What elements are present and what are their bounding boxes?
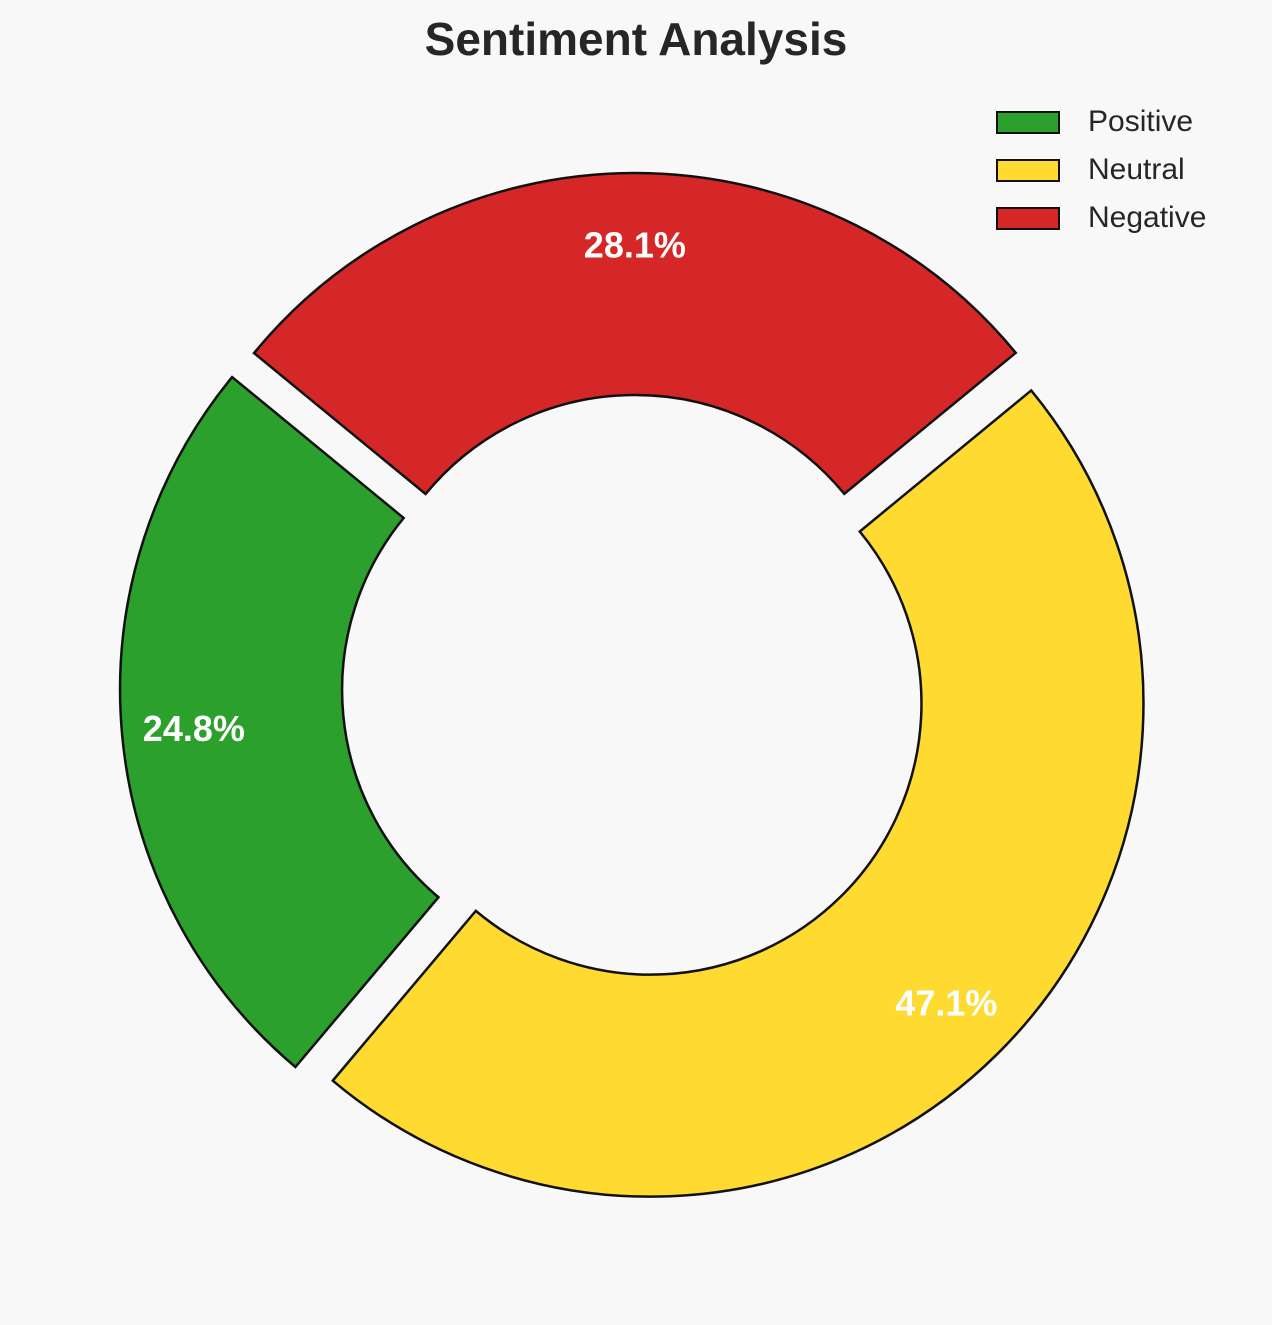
chart-title: Sentiment Analysis — [424, 13, 848, 65]
legend-item-positive: Positive — [996, 98, 1206, 146]
donut-slice-negative — [252, 171, 1018, 496]
slice-value-label-positive: 24.8% — [143, 708, 245, 749]
donut-slice-positive — [118, 375, 441, 1069]
slice-value-label-negative: 28.1% — [584, 225, 686, 266]
legend-swatch-negative — [996, 206, 1060, 230]
legend-swatch-positive — [996, 110, 1060, 134]
legend-label: Negative — [1088, 201, 1207, 234]
donut-slice-neutral — [331, 388, 1145, 1198]
legend-item-neutral: Neutral — [996, 146, 1206, 194]
legend: Positive Neutral Negative — [996, 98, 1206, 242]
legend-label: Neutral — [1088, 153, 1185, 186]
slice-value-label-neutral: 47.1% — [895, 983, 997, 1024]
legend-swatch-neutral — [996, 158, 1060, 182]
legend-item-negative: Negative — [996, 194, 1206, 242]
legend-label: Positive — [1088, 105, 1194, 138]
